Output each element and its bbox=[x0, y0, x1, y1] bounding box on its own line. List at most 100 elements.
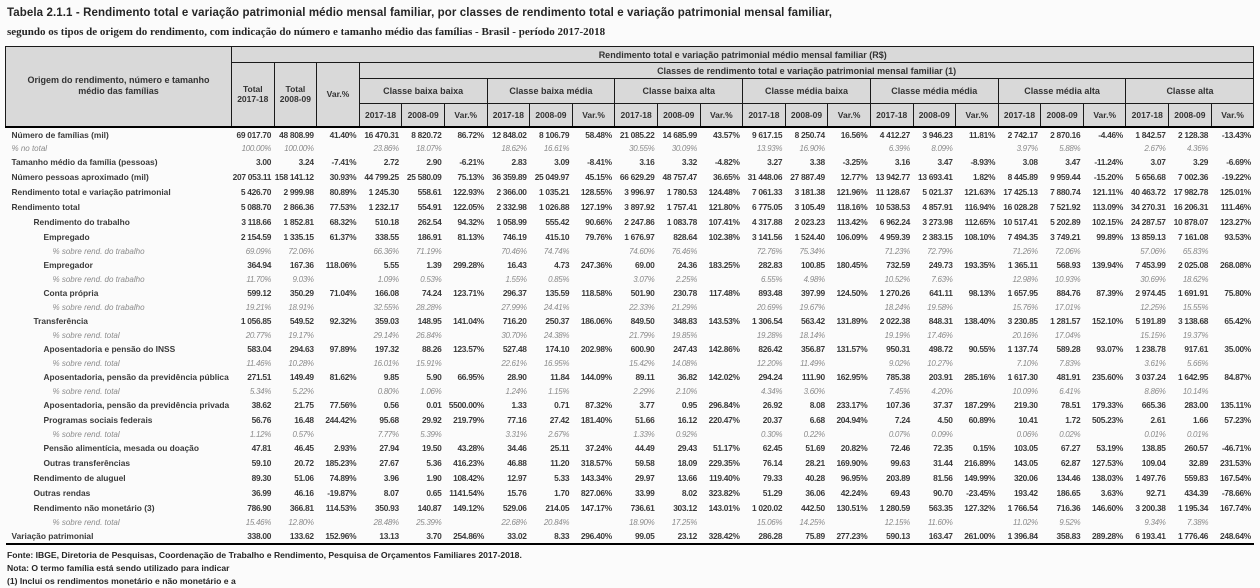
cell-value: 10 538.53 bbox=[870, 200, 913, 215]
cell-value bbox=[828, 385, 871, 398]
cell-value: 15.91% bbox=[402, 357, 445, 370]
cell-value: 5.55 bbox=[359, 258, 402, 273]
row-label: % sobre rend. do trabalho bbox=[6, 301, 232, 314]
row-label: Rendimento do trabalho bbox=[6, 215, 232, 230]
cell-value: 2 128.38 bbox=[1169, 127, 1212, 142]
cell-value: 359.03 bbox=[359, 314, 402, 329]
cell-value: 186.06% bbox=[572, 314, 615, 329]
cell-value: 185.23% bbox=[317, 456, 360, 471]
cell-value: 203.91 bbox=[913, 370, 956, 385]
cell-value: 127.19% bbox=[572, 200, 615, 215]
cell-value: 77.56% bbox=[317, 398, 360, 413]
cell-value: 0.02% bbox=[1041, 428, 1084, 441]
cell-value: 19.19% bbox=[870, 329, 913, 342]
cell-value: 167.74% bbox=[1211, 501, 1254, 516]
cell-value: 19.85% bbox=[657, 329, 700, 342]
cell-value: 142.02% bbox=[700, 370, 743, 385]
cell-value: 1.90 bbox=[402, 471, 445, 486]
cell-value: 149.49 bbox=[274, 370, 317, 385]
cell-value bbox=[828, 273, 871, 286]
cell-value: 25 580.09 bbox=[402, 170, 445, 185]
cell-value: 130.51% bbox=[828, 501, 871, 516]
cell-value: 3 749.21 bbox=[1041, 230, 1084, 245]
row-label: % sobre rend. total bbox=[6, 329, 232, 342]
cell-value: 2 383.15 bbox=[913, 230, 956, 245]
cell-value: 3 200.38 bbox=[1126, 501, 1169, 516]
cell-value: 9 959.44 bbox=[1041, 170, 1084, 185]
cell-value: 181.40% bbox=[572, 413, 615, 428]
cell-value: 1.15% bbox=[530, 385, 573, 398]
cell-value: 67.27 bbox=[1041, 441, 1084, 456]
cell-value: 193.35% bbox=[956, 258, 999, 273]
cell-value: 11.81% bbox=[956, 127, 999, 142]
cell-value: 138.85 bbox=[1126, 441, 1169, 456]
cell-value: 143.01% bbox=[700, 501, 743, 516]
cell-value: 230.78 bbox=[657, 286, 700, 301]
cell-value: 358.83 bbox=[1041, 529, 1084, 544]
cell-value: 75.13% bbox=[444, 170, 487, 185]
cell-value: 81.56 bbox=[913, 471, 956, 486]
cell-value: 74.24 bbox=[402, 286, 445, 301]
cell-value: 826.42 bbox=[743, 342, 786, 357]
row-label: Pensão alimentícia, mesada ou doação bbox=[6, 441, 232, 456]
cell-value: 18.09 bbox=[657, 456, 700, 471]
cell-value: 254.86% bbox=[444, 529, 487, 544]
cell-value: 143.05 bbox=[998, 456, 1041, 471]
cell-value: 75.80% bbox=[1211, 286, 1254, 301]
cell-value: 442.50 bbox=[785, 501, 828, 516]
cell-value: 30.70% bbox=[487, 329, 530, 342]
sub-column-header: Var.% bbox=[956, 104, 999, 127]
cell-value: 233.17% bbox=[828, 398, 871, 413]
cell-value: 1 137.74 bbox=[998, 342, 1041, 357]
cell-value: 1 842.57 bbox=[1126, 127, 1169, 142]
cell-value: 10.28% bbox=[274, 357, 317, 370]
cell-value: 16 470.31 bbox=[359, 127, 402, 142]
cell-value: 17 425.13 bbox=[998, 185, 1041, 200]
cell-value: 107.36 bbox=[870, 398, 913, 413]
cell-value: 0.07% bbox=[870, 428, 913, 441]
cell-value bbox=[700, 516, 743, 529]
cell-value: 71.23% bbox=[870, 245, 913, 258]
row-label: Rendimento total e variação patrimonial bbox=[6, 185, 232, 200]
cell-value: 16.56% bbox=[828, 127, 871, 142]
cell-value: 20.37 bbox=[743, 413, 786, 428]
sub-column-header: 2008-09 bbox=[530, 104, 573, 127]
cell-value: 6.68 bbox=[785, 413, 828, 428]
cell-value: 3.60% bbox=[785, 385, 828, 398]
cell-value: 558.61 bbox=[402, 185, 445, 200]
cell-value bbox=[828, 357, 871, 370]
class-group-header: Classe baixa baixa bbox=[359, 79, 487, 104]
class-group-header: Classe baixa média bbox=[487, 79, 615, 104]
row-label: % sobre rend. total bbox=[6, 385, 232, 398]
cell-value: 397.99 bbox=[785, 286, 828, 301]
row-label: Outras transferências bbox=[6, 456, 232, 471]
sub-column-header: 2008-09 bbox=[1041, 104, 1084, 127]
cell-value: 121.96% bbox=[828, 185, 871, 200]
cell-value bbox=[317, 142, 360, 155]
cell-value: 167.36 bbox=[274, 258, 317, 273]
sub-column-header: 2017-18 bbox=[743, 104, 786, 127]
cell-value: 15.76% bbox=[998, 301, 1041, 314]
cell-value: 3.27 bbox=[743, 155, 786, 170]
cell-value: 3 897.92 bbox=[615, 200, 658, 215]
cell-value: -19.87% bbox=[317, 486, 360, 501]
cell-value: 1141.54% bbox=[444, 486, 487, 501]
cell-value: 2.61 bbox=[1126, 413, 1169, 428]
cell-value bbox=[572, 273, 615, 286]
cell-value: 51.06 bbox=[274, 471, 317, 486]
cell-value: 527.48 bbox=[487, 342, 530, 357]
cell-value: 320.06 bbox=[998, 471, 1041, 486]
cell-value: 69.00 bbox=[615, 258, 658, 273]
cell-value: 505.23% bbox=[1083, 413, 1126, 428]
cell-value: 72.06% bbox=[274, 245, 317, 258]
row-label: Tamanho médio da família (pessoas) bbox=[6, 155, 232, 170]
cell-value: 7.63% bbox=[913, 273, 956, 286]
cell-value: 187.29% bbox=[956, 398, 999, 413]
cell-value: 1 058.99 bbox=[487, 215, 530, 230]
cell-value: 29.43 bbox=[657, 441, 700, 456]
